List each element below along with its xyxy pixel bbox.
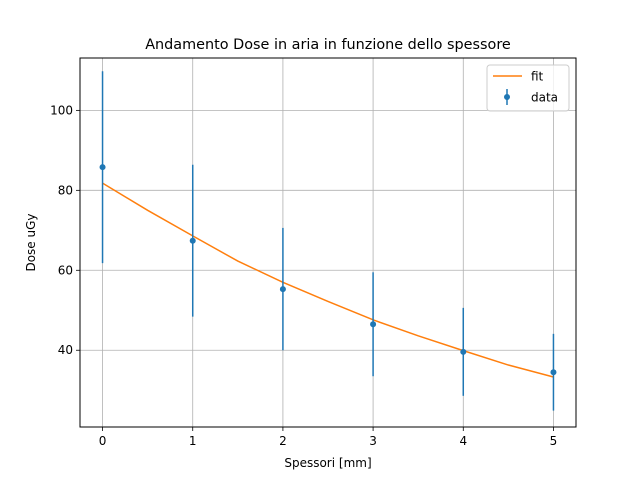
x-tick-label: 5 (550, 434, 558, 448)
fit-line (102, 182, 554, 378)
grid-lines (80, 58, 576, 427)
x-tick-label: 0 (99, 434, 107, 448)
data-series (99, 71, 557, 411)
data-point (279, 286, 286, 293)
x-tick-label: 4 (459, 434, 467, 448)
fit-series (102, 182, 554, 378)
chart-title: Andamento Dose in aria in funzione dello… (145, 37, 511, 53)
legend: fit data (486, 64, 570, 112)
y-tick-label: 100 (50, 103, 73, 117)
x-axis-label: Spessori [mm] (284, 456, 371, 470)
axis-ticks: 0 1 2 3 4 5 40 60 80 100 (50, 103, 557, 448)
legend-fit-label: fit (531, 70, 544, 84)
plot-frame (79, 57, 577, 428)
y-tick-label: 40 (58, 343, 73, 357)
data-point (370, 321, 377, 328)
legend-data-label: data (531, 91, 558, 105)
data-point (550, 369, 557, 376)
y-tick-label: 80 (58, 183, 73, 197)
x-tick-label: 2 (279, 434, 287, 448)
data-point (99, 164, 106, 171)
y-tick-label: 60 (58, 263, 73, 277)
x-tick-label: 1 (189, 434, 197, 448)
y-axis-label: Dose uGy (24, 213, 38, 271)
legend-data-marker (504, 94, 510, 100)
x-tick-label: 3 (369, 434, 377, 448)
data-point (189, 237, 196, 244)
data-point (460, 348, 467, 355)
